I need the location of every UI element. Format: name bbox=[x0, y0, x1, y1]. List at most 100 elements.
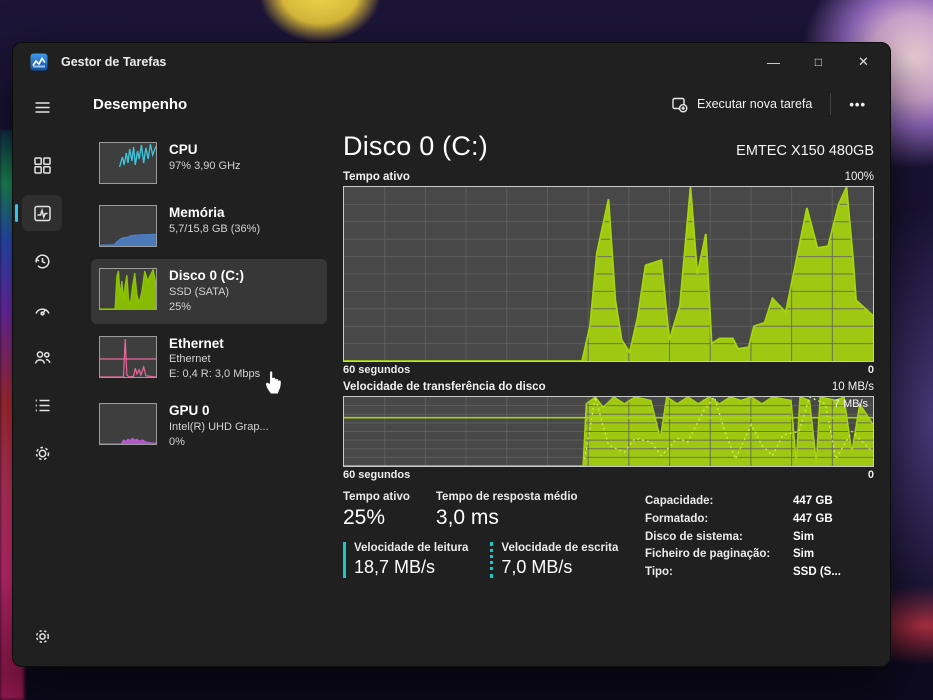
gpu-thumbnail-chart bbox=[99, 403, 157, 446]
resource-stat: E: 0,4 R: 3,0 Mbps bbox=[169, 368, 261, 381]
stat-label: Velocidade de escrita bbox=[501, 542, 619, 554]
list-item-ethernet[interactable]: Ethernet Ethernet E: 0,4 R: 3,0 Mbps bbox=[91, 327, 327, 392]
stat-value: 18,7 MB/s bbox=[354, 557, 436, 577]
page-title: Desempenho bbox=[93, 95, 188, 113]
hamburger-menu-button[interactable] bbox=[22, 89, 62, 125]
sidebar-item-details[interactable] bbox=[22, 387, 62, 423]
property-label: Disco de sistema: bbox=[645, 530, 743, 543]
stat-response-time: Tempo de resposta médio 3,0 ms bbox=[436, 491, 578, 530]
sidebar-item-app-history[interactable] bbox=[22, 243, 62, 279]
sidebar-item-startup-apps[interactable] bbox=[22, 291, 62, 327]
details-icon bbox=[35, 399, 49, 411]
task-manager-window: Gestor de Tarefas — □ ✕ bbox=[12, 42, 891, 667]
transfer-rate-chart: 7 MB/s bbox=[343, 396, 874, 467]
active-time-chart bbox=[343, 186, 874, 362]
list-item-cpu[interactable]: CPU 97% 3,90 GHz bbox=[91, 133, 327, 193]
app-history-icon bbox=[34, 253, 50, 268]
chart1-x-right: 0 bbox=[867, 364, 874, 376]
run-new-task-icon bbox=[672, 97, 688, 113]
stat-label: Tempo de resposta médio bbox=[435, 491, 578, 503]
users-icon bbox=[34, 350, 51, 364]
chart2-label: Velocidade de transferência do disco bbox=[343, 381, 546, 393]
maximize-button[interactable]: □ bbox=[814, 55, 823, 69]
chart2-marker-label: 7 MB/s bbox=[833, 398, 868, 410]
chart2-scale-label: 10 MB/s bbox=[831, 381, 874, 393]
stat-write-speed: Velocidade de escrita 7,0 MB/s bbox=[490, 542, 618, 578]
ethernet-thumb-svg bbox=[100, 337, 156, 377]
chart1-scale-label: 100% bbox=[844, 171, 874, 183]
run-new-task-button[interactable]: Executar nova tarefa bbox=[663, 90, 820, 119]
property-label: Formatado: bbox=[645, 512, 709, 525]
chart1-label: Tempo ativo bbox=[343, 171, 410, 183]
property-value: 447 GB bbox=[793, 495, 833, 507]
resource-name: GPU 0 bbox=[169, 403, 210, 419]
more-options-button[interactable]: ••• bbox=[849, 96, 866, 112]
resource-name: Memória bbox=[169, 205, 225, 220]
resource-name: Ethernet bbox=[169, 335, 224, 351]
run-new-task-label: Executar nova tarefa bbox=[696, 97, 813, 111]
stat-value: 3,0 ms bbox=[435, 506, 499, 529]
device-model: EMTEC X150 480GB bbox=[736, 143, 874, 159]
chart2-x-left: 60 segundos bbox=[343, 469, 411, 481]
hamburger-icon bbox=[35, 101, 49, 113]
ethernet-thumbnail-chart bbox=[99, 335, 157, 378]
stat-label: Velocidade de leitura bbox=[354, 542, 469, 554]
property-value: SSD (S... bbox=[793, 566, 841, 579]
property-row: Capacidade: 447 GB bbox=[645, 493, 841, 511]
stat-active-time: Tempo ativo 25% bbox=[343, 491, 410, 530]
transfer-rate-chart-svg bbox=[344, 397, 873, 466]
window-title: Gestor de Tarefas bbox=[61, 55, 167, 69]
list-item-memory[interactable]: Memória 5,7/15,8 GB (36%) bbox=[91, 196, 327, 256]
property-label: Ficheiro de paginação: bbox=[645, 548, 771, 561]
property-row: Tipo: SSD (S... bbox=[645, 564, 841, 582]
content-header: Desempenho Executar nova tarefa ••• bbox=[71, 81, 890, 125]
resource-stat: SSD (SATA) bbox=[169, 285, 230, 298]
resource-stat: 25% bbox=[169, 300, 192, 313]
titlebar[interactable]: Gestor de Tarefas — □ ✕ bbox=[13, 43, 890, 81]
disk-detail-panel: Disco 0 (C:) EMTEC X150 480GB Tempo ativ… bbox=[343, 129, 874, 658]
list-item-gpu[interactable]: GPU 0 Intel(R) UHD Grap... 0% bbox=[91, 394, 327, 459]
detail-title: Disco 0 (C:) bbox=[343, 131, 488, 161]
stat-read-speed: Velocidade de leitura 18,7 MB/s bbox=[343, 542, 468, 578]
memory-thumbnail-chart bbox=[99, 205, 157, 247]
disk-properties: Capacidade: 447 GB Formatado: 447 GB Dis… bbox=[645, 491, 841, 582]
gear-icon bbox=[35, 629, 49, 643]
resource-stat: 5,7/15,8 GB (36%) bbox=[169, 222, 261, 235]
sidebar-item-performance[interactable] bbox=[15, 195, 62, 231]
performance-icon bbox=[33, 205, 51, 221]
sidebar-item-processes[interactable] bbox=[22, 147, 62, 183]
resource-stat: 0% bbox=[169, 435, 185, 448]
resource-stat: 97% 3,90 GHz bbox=[169, 159, 241, 172]
property-value: 447 GB bbox=[793, 512, 833, 525]
stat-label: Tempo ativo bbox=[343, 491, 410, 503]
selected-indicator bbox=[15, 204, 18, 222]
property-label: Capacidade: bbox=[645, 495, 714, 507]
disk-thumbnail-chart bbox=[99, 268, 157, 310]
sidebar-item-users[interactable] bbox=[22, 339, 62, 375]
navigation-rail bbox=[13, 81, 71, 666]
property-row: Ficheiro de paginação: Sim bbox=[645, 546, 841, 564]
startup-apps-icon bbox=[34, 307, 50, 316]
resource-stat: Ethernet bbox=[169, 353, 211, 366]
list-item-disk[interactable]: Disco 0 (C:) SSD (SATA) 25% bbox=[91, 259, 327, 324]
gpu-thumb-svg bbox=[100, 404, 156, 445]
property-value: Sim bbox=[793, 530, 815, 543]
cpu-thumbnail-chart bbox=[99, 142, 157, 184]
property-row: Formatado: 447 GB bbox=[645, 511, 841, 529]
disk-thumb-svg bbox=[100, 269, 156, 309]
settings-button[interactable] bbox=[22, 618, 62, 654]
header-separator bbox=[830, 93, 832, 115]
minimize-button[interactable]: — bbox=[767, 54, 780, 70]
property-label: Tipo: bbox=[645, 566, 673, 579]
active-time-chart-svg bbox=[344, 187, 873, 361]
stat-value: 7,0 MB/s bbox=[501, 557, 573, 577]
resource-name: Disco 0 (C:) bbox=[169, 268, 245, 283]
chart2-x-right: 0 bbox=[867, 469, 874, 481]
resource-stat: Intel(R) UHD Grap... bbox=[169, 421, 269, 433]
resource-name: CPU bbox=[169, 142, 198, 157]
sidebar-item-services[interactable] bbox=[22, 435, 62, 471]
close-button[interactable]: ✕ bbox=[858, 54, 869, 69]
property-row: Disco de sistema: Sim bbox=[645, 529, 841, 547]
processes-icon bbox=[33, 156, 51, 174]
stat-value: 25% bbox=[343, 506, 386, 529]
